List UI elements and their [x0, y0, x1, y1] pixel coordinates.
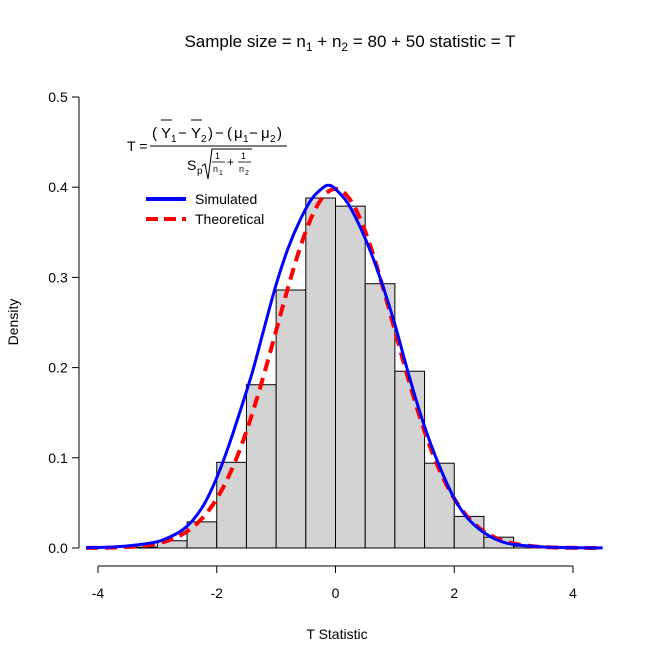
x-tick-label: 0: [332, 585, 340, 601]
y-tick-label: 0.5: [48, 89, 68, 105]
formula-close-paren-2: ): [277, 125, 282, 142]
legend: Simulated Theoretical: [146, 191, 264, 227]
y-axis: 0.0 0.1 0.2 0.3 0.4 0.5 Density: [5, 89, 80, 556]
x-tick-label: 2: [450, 585, 458, 601]
histogram-bar: [424, 462, 455, 549]
y-tick-label: 0.4: [48, 179, 68, 195]
title-part: 2: [341, 40, 348, 54]
formula-minus-1: −: [178, 125, 187, 142]
formula-one-b: 1: [241, 151, 246, 161]
formula-annotation: T = ( Y 1 − Y 2 ) − ( μ 1 − μ 2 ) S p 1 …: [127, 119, 287, 180]
formula-s: S: [187, 157, 196, 173]
x-tick-label: 4: [569, 585, 577, 601]
x-axis-label: T Statistic: [306, 626, 367, 642]
formula-n2-sub: 2: [245, 170, 249, 177]
y-tick-label: 0.1: [48, 450, 68, 466]
title-part: = 80 + 50 statistic = T: [348, 32, 515, 51]
legend-label-theoretical: Theoretical: [195, 211, 264, 227]
y-tick-label: 0.3: [48, 269, 68, 285]
formula-mu2-sub: 2: [270, 134, 276, 145]
formula-lhs: T =: [127, 138, 147, 154]
x-tick-label: -2: [211, 585, 224, 601]
formula-mu1-sub: 1: [243, 134, 249, 145]
formula-y2-sub: 2: [201, 134, 207, 145]
y-axis-label: Density: [5, 299, 21, 346]
histogram-bar: [305, 197, 336, 549]
formula-mu2: μ: [261, 125, 270, 142]
formula-sqrt-sign: [201, 148, 252, 180]
title-part: n: [332, 32, 341, 51]
histogram-bar: [335, 205, 366, 549]
formula-y2: Y: [191, 125, 201, 142]
histogram-bar: [216, 461, 247, 549]
title-part: +: [313, 32, 332, 51]
y-tick-label: 0.0: [48, 540, 68, 556]
formula-n1: n: [213, 164, 218, 174]
histogram-bars: [127, 197, 544, 549]
simulated-curve: [86, 183, 603, 550]
y-tick-label: 0.2: [48, 360, 68, 376]
histogram-bar: [394, 370, 426, 549]
formula-open-paren-1: (: [152, 125, 157, 142]
formula-minus-3: −: [249, 125, 258, 142]
title-part: Sample size = n: [184, 32, 305, 51]
formula-n1-sub: 1: [219, 170, 223, 177]
chart-title: Sample size = n1 + n2 = 80 + 50 statisti…: [184, 32, 515, 54]
legend-label-simulated: Simulated: [195, 191, 257, 207]
formula-plus: +: [227, 155, 234, 169]
formula-one-a: 1: [215, 151, 220, 161]
y-axis-ticks: 0.0 0.1 0.2 0.3 0.4 0.5: [48, 89, 79, 556]
x-axis-ticks: -4 -2 0 2 4: [92, 566, 577, 601]
histogram-bar: [275, 289, 307, 549]
formula-n2: n: [239, 164, 244, 174]
formula-y1: Y: [161, 125, 171, 142]
formula-s-sub: p: [197, 166, 203, 177]
formula-mu1: μ: [234, 125, 243, 142]
histogram-bar: [245, 384, 277, 549]
formula-minus-2: −: [215, 125, 224, 142]
x-axis: -4 -2 0 2 4 T Statistic: [92, 565, 577, 642]
histogram-bar: [364, 283, 396, 549]
formula-close-paren-1: ): [208, 125, 213, 142]
title-part: 1: [306, 40, 313, 54]
x-tick-label: -4: [92, 585, 105, 601]
histogram-bar: [186, 521, 218, 549]
formula-y1-sub: 1: [171, 134, 177, 145]
formula-open-paren-2: (: [227, 125, 232, 142]
